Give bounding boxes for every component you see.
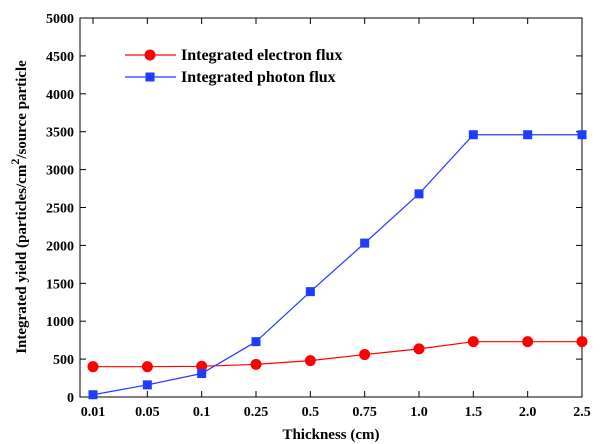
x-tick-label: 1.5	[465, 405, 483, 420]
data-point	[141, 361, 153, 373]
x-axis-title: Thickness (cm)	[282, 427, 379, 443]
legend-label: Integrated photon flux	[181, 69, 336, 86]
y-axis-title-superscript: 2	[8, 159, 22, 165]
y-tick-label: 2500	[46, 202, 74, 217]
x-tick-label: 2.5	[573, 405, 591, 420]
data-point	[468, 130, 478, 140]
data-point	[522, 336, 534, 348]
data-point	[576, 336, 588, 348]
data-point	[305, 287, 315, 297]
x-tick-label: 0.25	[244, 405, 269, 420]
y-axis-title-rest: /source particle	[14, 60, 30, 160]
x-tick-label: 0.1	[193, 405, 211, 420]
data-point	[414, 189, 424, 199]
series-markers	[87, 130, 588, 400]
data-point	[197, 369, 207, 379]
data-point	[467, 336, 479, 348]
data-point	[577, 130, 587, 140]
data-point	[413, 343, 425, 355]
y-tick-label: 5000	[46, 12, 74, 27]
y-tick-label: 3000	[46, 164, 74, 179]
y-tick-label: 3500	[46, 126, 74, 141]
x-tick-label: 1.0	[410, 405, 428, 420]
x-axis-ticks: 0.01 0.05 0.1 0.25 0.5 0.75 1.0 1.5 2.0 2.5	[81, 18, 591, 420]
data-point	[250, 358, 262, 370]
y-axis-title-main: Integrated yield (particles/cm	[14, 164, 30, 354]
y-tick-label: 4000	[46, 88, 74, 103]
data-point	[359, 349, 371, 361]
legend-label: Integrated electron flux	[181, 47, 342, 64]
y-tick-label: 4500	[46, 50, 74, 65]
data-point	[523, 130, 533, 140]
y-axis-title: Integrated yield (particles/cm2/source p…	[8, 60, 30, 354]
legend: Integrated electron flux Integrated photo…	[125, 47, 342, 86]
series-line	[93, 341, 582, 368]
y-axis-ticks: 0 500 1000 1500 2000 2500 3000 3500 4000 4500 5000	[46, 12, 582, 406]
x-tick-label: 0.05	[135, 405, 160, 420]
y-tick-label: 500	[53, 353, 74, 368]
data-point	[145, 72, 155, 82]
series-lines	[92, 134, 582, 396]
y-tick-label: 0	[67, 391, 74, 406]
data-point	[142, 380, 152, 390]
data-point	[251, 337, 261, 347]
y-tick-label: 1000	[46, 315, 74, 330]
x-tick-label: 2.0	[519, 405, 537, 420]
data-point	[144, 49, 156, 61]
y-tick-label: 2000	[46, 239, 74, 254]
x-tick-label: 0.5	[302, 405, 320, 420]
y-tick-label: 1500	[46, 277, 74, 292]
x-tick-label: 0.75	[352, 405, 377, 420]
data-point	[87, 361, 99, 373]
data-point	[88, 390, 98, 400]
x-tick-label: 0.01	[81, 405, 106, 420]
data-point	[360, 238, 370, 248]
series-line	[92, 134, 582, 396]
data-point	[304, 355, 316, 367]
